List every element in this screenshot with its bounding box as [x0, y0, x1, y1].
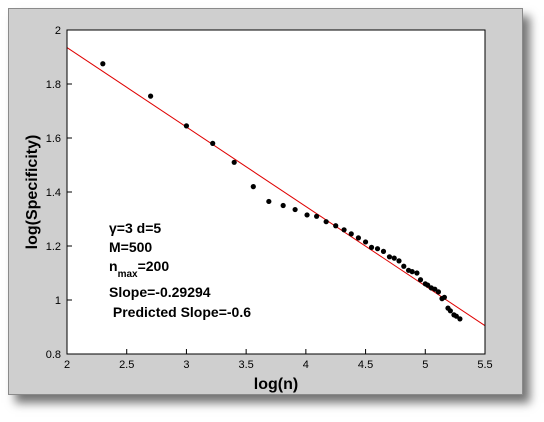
data-point-1 [100, 61, 106, 67]
data-point-18 [368, 244, 375, 250]
data-point-27 [414, 270, 420, 276]
data-point-15 [348, 231, 354, 237]
annotation-gamma-d: γ=3 d=5 [109, 220, 161, 236]
y-axis-title: log(Specificity) [24, 135, 41, 250]
annotation-block: γ=3 d=5 M=500 nmax=200 Slope=-0.29294 Pr… [109, 220, 251, 320]
data-point-13 [333, 223, 339, 229]
y-tick-label-6: 1.8 [46, 79, 61, 91]
data-point-11 [314, 213, 320, 219]
data-point-7 [266, 198, 272, 205]
data-point-40 [457, 316, 463, 322]
y-tick-label-7: 2 [55, 25, 61, 37]
data-point-30 [425, 282, 431, 288]
annotation-m: M=500 [109, 239, 152, 255]
annotation-nmax: nmax=200 [109, 258, 169, 280]
x-tick-label-3: 3 [183, 359, 189, 371]
data-point-19 [374, 246, 381, 252]
x-tick-label-7: 5 [422, 359, 428, 371]
data-point-22 [391, 255, 397, 261]
x-tick-label-8: 5.5 [477, 359, 492, 371]
y-tick-label-5: 1.6 [46, 133, 61, 145]
data-point-16 [355, 235, 362, 241]
data-point-26 [409, 269, 415, 275]
data-point-21 [386, 254, 393, 260]
x-tick-label-6: 4.5 [358, 359, 373, 371]
data-point-32 [432, 286, 438, 292]
data-point-5 [231, 159, 237, 165]
data-point-6 [250, 184, 256, 190]
data-point-35 [441, 294, 447, 300]
y-tick-label-4: 1.4 [46, 187, 61, 199]
data-point-4 [210, 140, 216, 146]
data-point-23 [396, 258, 402, 264]
data-point-2 [148, 93, 154, 99]
y-tick-label-1: 0.8 [46, 349, 61, 361]
data-point-3 [183, 123, 190, 129]
data-point-37 [447, 308, 453, 314]
data-point-17 [362, 239, 369, 245]
data-point-8 [280, 202, 286, 209]
data-point-39 [453, 313, 459, 319]
y-tick-label-2: 1 [55, 295, 61, 307]
x-tick-label-2: 2.5 [119, 359, 134, 371]
data-point-20 [380, 248, 387, 254]
x-tick-label-4: 3.5 [238, 359, 253, 371]
x-axis-title: log(n) [254, 376, 298, 393]
y-tick-label-3: 1.2 [46, 241, 61, 253]
annotation-nmax-sub: max [118, 269, 138, 280]
data-point-33 [435, 289, 442, 295]
figure-window: 2 2.5 3 3.5 4 4.5 5 5.5 0.8 1 1.2 1.4 1.6 1.8 2 log(n… [8, 8, 523, 395]
x-tick-label-1: 2 [64, 359, 70, 371]
fit-line [66, 47, 486, 327]
data-point-14 [341, 227, 347, 233]
data-point-28 [417, 277, 424, 283]
chart: 2 2.5 3 3.5 4 4.5 5 5.5 0.8 1 1.2 1.4 1.6 1.8 2 log(n… [24, 25, 493, 393]
plot-area [67, 30, 485, 354]
annotation-predicted-slope: Predicted Slope=-0.6 [109, 304, 251, 320]
annotation-nmax-base: n [109, 258, 118, 274]
data-point-12 [323, 219, 329, 225]
annotation-nmax-value: =200 [138, 258, 170, 274]
x-tick-label-5: 4 [303, 359, 309, 371]
annotation-slope: Slope=-0.29294 [109, 284, 211, 300]
data-point-24 [401, 263, 407, 269]
data-point-10 [304, 212, 310, 218]
data-point-9 [292, 206, 298, 213]
